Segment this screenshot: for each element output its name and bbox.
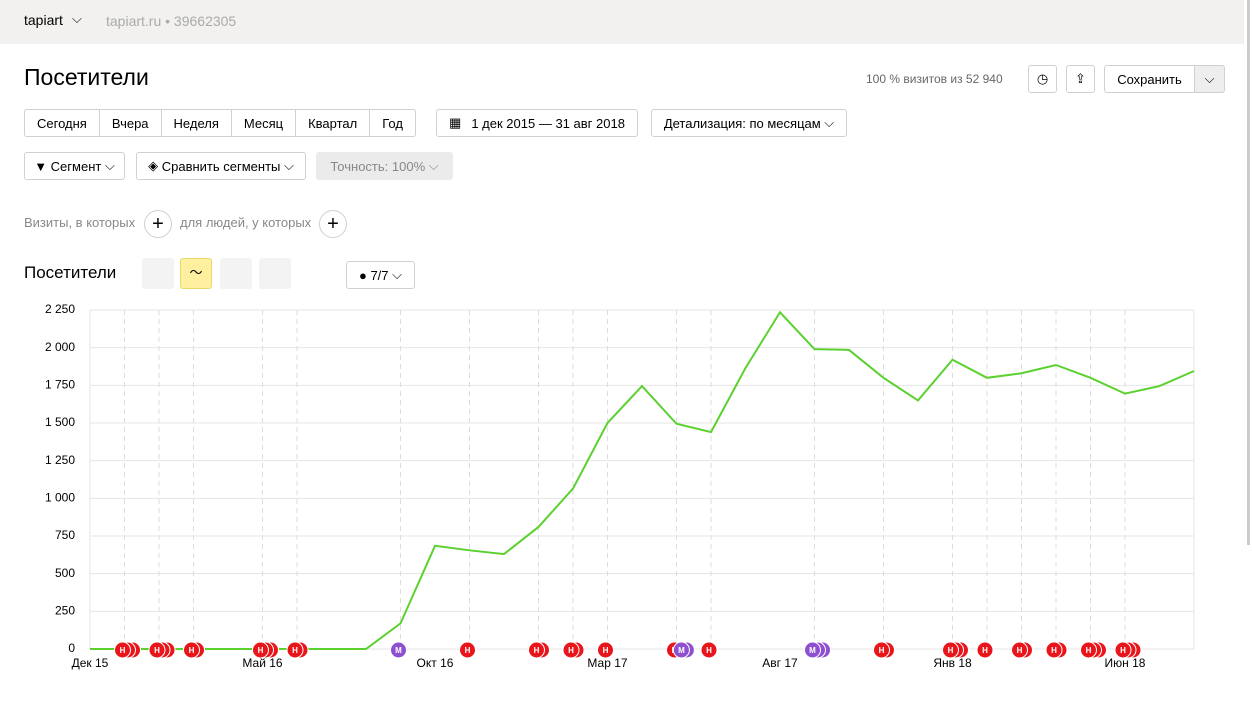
compare-text: Сравнить сегменты: [161, 158, 281, 174]
note-marker: [597, 641, 614, 659]
note-marker: [700, 641, 718, 659]
segment-text: Сегмент: [50, 158, 102, 174]
note-marker: [1045, 641, 1063, 659]
period-button[interactable]: Год: [382, 115, 403, 131]
note-label: М: [395, 646, 402, 655]
chart-title: Посетители: [24, 263, 117, 282]
history-button[interactable]: ◷: [1028, 65, 1057, 93]
period-button[interactable]: Неделя: [162, 110, 232, 136]
period-button[interactable]: Квартал: [296, 110, 371, 136]
x-tick-label: Окт 16: [417, 656, 454, 670]
note-marker: [976, 641, 994, 659]
pie-icon[interactable]: [142, 258, 174, 289]
note-marker: [148, 641, 166, 659]
date-text: 1 дек 2015 — 31 авг 2018: [471, 115, 625, 131]
notes-counter: 7/7: [370, 267, 389, 283]
y-tick-label: 750: [55, 528, 75, 542]
y-tick-label: 1 500: [45, 415, 75, 429]
x-tick-label: Май 16: [242, 656, 283, 670]
accuracy-text: Точность: 100%: [330, 158, 426, 174]
note-marker: [286, 641, 304, 659]
export-button[interactable]: ⇪: [1066, 65, 1095, 93]
segment-button[interactable]: ▼ Сегмент ⌵: [24, 152, 125, 180]
accuracy-button[interactable]: Точность: 100% ⌵: [316, 152, 453, 180]
visits-filter: Визиты, в которых: [24, 215, 136, 230]
note-label: Н: [603, 646, 609, 655]
note-label: Н: [534, 646, 540, 655]
note-label: Н: [982, 646, 988, 655]
x-tick-label: Авг 17: [762, 656, 798, 670]
sample: 100 % визитов из 52 940: [866, 72, 1003, 86]
note-marker: [873, 641, 890, 659]
note-label: Н: [1086, 646, 1092, 655]
note-label: Н: [258, 646, 264, 655]
y-tick-label: 2 250: [45, 302, 75, 316]
counter-name[interactable]: tapiart: [24, 12, 63, 28]
note-label: Н: [120, 646, 126, 655]
note-label: Н: [879, 646, 885, 655]
detail-text: Детализация: по месяцам: [663, 115, 821, 131]
period-button[interactable]: Месяц: [232, 110, 297, 136]
note-marker: [672, 641, 690, 659]
add-people-filter[interactable]: +: [319, 210, 347, 238]
note-marker: [459, 641, 476, 659]
note-label: Н: [154, 646, 160, 655]
note-label: Н: [465, 646, 471, 655]
y-tick-label: 1 000: [45, 491, 75, 505]
y-tick-label: 2 000: [45, 340, 75, 354]
x-tick-label: Июн 18: [1105, 656, 1146, 670]
y-tick-label: 0: [68, 641, 75, 655]
note-label: Н: [948, 646, 954, 655]
people-filter: для людей, у которых: [180, 215, 312, 230]
period-button[interactable]: Сегодня: [25, 110, 100, 136]
note-label: Н: [706, 646, 712, 655]
note-label: Н: [568, 646, 574, 655]
note-label: Н: [1051, 646, 1057, 655]
period-group: Сегодня Вчера Неделя Месяц Квартал Год: [24, 109, 416, 137]
note-marker: [804, 641, 821, 659]
add-visit-filter[interactable]: +: [144, 210, 172, 238]
page-title: Посетители: [24, 64, 149, 90]
date-range[interactable]: ▦ 1 дек 2015 — 31 авг 2018: [436, 109, 638, 137]
note-marker: [942, 641, 959, 659]
note-marker: [1011, 641, 1028, 659]
note-marker: [528, 641, 545, 659]
note-label: М: [678, 646, 685, 655]
x-tick-label: Янв 18: [933, 656, 972, 670]
area-icon[interactable]: [220, 258, 252, 289]
note-marker: [562, 641, 580, 659]
note-marker: [114, 641, 131, 659]
note-marker: [1114, 641, 1132, 659]
notes-button[interactable]: ● 7/7 ⌵: [346, 261, 415, 289]
y-tick-label: 500: [55, 566, 75, 580]
compare-button[interactable]: ◈ Сравнить сегменты ⌵: [136, 152, 306, 180]
note-label: Н: [292, 646, 298, 655]
note-marker: [390, 641, 407, 659]
period-button[interactable]: Вчера: [100, 110, 162, 136]
save-button[interactable]: Сохранить: [1104, 65, 1195, 93]
note-label: Н: [1017, 646, 1023, 655]
site: tapiart.ru • 39662305: [106, 13, 237, 29]
note-marker: [1080, 641, 1097, 659]
line: [90, 310, 1195, 650]
bar-icon[interactable]: [259, 258, 291, 289]
detail-button[interactable]: Детализация: по месяцам ⌵: [651, 109, 847, 137]
x-tick-label: Мар 17: [587, 656, 627, 670]
y-tick-label: 1 750: [45, 378, 75, 392]
line-icon[interactable]: 〜: [180, 258, 212, 289]
note-label: Н: [1120, 646, 1126, 655]
y-tick-label: 1 250: [45, 453, 75, 467]
note-marker: [252, 641, 269, 659]
scrollbar: [1247, 0, 1250, 545]
note-label: Н: [189, 646, 195, 655]
note-marker: [183, 641, 200, 659]
chevron: ⌵: [72, 11, 82, 26]
save-menu[interactable]: ⌵: [1194, 65, 1225, 93]
chart: 0 250 500 750 1 000 1 250 1 500 1 750 2 000 2 250…: [45, 302, 1195, 670]
x-tick-label: Дек 15: [72, 656, 109, 670]
top-bar: [0, 0, 1244, 44]
y-tick-label: 250: [55, 604, 75, 618]
note-label: М: [809, 646, 816, 655]
